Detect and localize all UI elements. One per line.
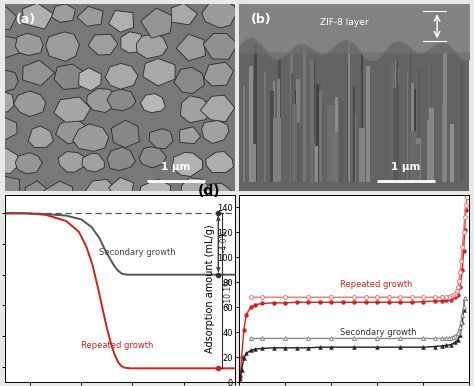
Bar [410, 43, 411, 182]
Bar [410, 130, 416, 182]
Text: Secondary growth: Secondary growth [340, 328, 417, 337]
Bar [327, 114, 330, 182]
Bar [292, 104, 297, 182]
Bar [314, 61, 315, 182]
Bar [310, 60, 314, 182]
Bar [460, 63, 463, 182]
Bar [452, 87, 453, 182]
Bar [254, 50, 255, 182]
Bar [398, 112, 400, 182]
Bar [303, 40, 306, 182]
Bar [399, 99, 401, 182]
Bar [340, 102, 343, 182]
Bar [418, 69, 420, 182]
Bar [347, 39, 350, 182]
Bar [363, 66, 365, 182]
Bar [277, 79, 280, 182]
Bar [443, 52, 447, 182]
Bar [366, 66, 370, 182]
Bar [319, 91, 323, 182]
Bar [291, 73, 295, 182]
Bar [347, 63, 350, 182]
Bar [335, 97, 337, 182]
Text: Secondary growth: Secondary growth [99, 248, 176, 257]
Bar [296, 79, 300, 182]
Bar [414, 89, 416, 182]
Bar [243, 86, 245, 182]
Bar [246, 50, 249, 182]
Bar [429, 108, 434, 182]
Bar [310, 146, 318, 182]
Bar [428, 65, 430, 182]
Bar [330, 83, 333, 182]
Bar [354, 114, 356, 182]
Text: (d): (d) [198, 184, 220, 198]
Bar [359, 129, 365, 182]
Bar [278, 42, 281, 182]
Bar [328, 105, 335, 182]
Y-axis label: Adsorption amount (mL/g): Adsorption amount (mL/g) [204, 224, 215, 353]
Bar [463, 40, 465, 182]
Bar [273, 81, 275, 182]
Bar [322, 94, 324, 182]
Text: Repeated growth: Repeated growth [82, 341, 154, 350]
Bar [332, 132, 338, 182]
Bar [252, 79, 255, 182]
Bar [450, 124, 454, 182]
Bar [291, 82, 293, 182]
Bar [361, 52, 364, 182]
Bar [427, 120, 431, 182]
Bar [293, 90, 297, 182]
Bar [396, 62, 398, 182]
Bar [310, 143, 315, 182]
Bar [254, 42, 257, 182]
Text: 1 μm: 1 μm [392, 163, 421, 173]
Bar [248, 66, 253, 182]
Bar [295, 123, 300, 182]
Bar [353, 87, 356, 182]
Bar [395, 60, 396, 182]
Bar [396, 68, 399, 182]
Bar [442, 103, 444, 182]
Text: ~10.1%: ~10.1% [223, 278, 232, 308]
Bar [415, 144, 420, 182]
Bar [348, 66, 350, 182]
Text: 1 μm: 1 μm [161, 163, 191, 173]
Text: (a): (a) [16, 13, 36, 26]
Text: ~4.0%: ~4.0% [219, 230, 228, 255]
Bar [392, 63, 395, 182]
Bar [271, 91, 273, 182]
Bar [413, 138, 421, 182]
Bar [273, 118, 281, 182]
Text: (b): (b) [251, 13, 272, 26]
Bar [251, 144, 256, 182]
Text: Repeated growth: Repeated growth [340, 280, 413, 289]
Bar [399, 85, 401, 182]
Bar [290, 42, 292, 182]
Bar [316, 84, 319, 182]
Bar [407, 71, 408, 182]
Bar [393, 88, 397, 182]
Bar [249, 94, 251, 182]
Bar [322, 75, 325, 182]
Text: ZIF-8 layer: ZIF-8 layer [320, 18, 368, 27]
Bar [411, 83, 414, 182]
Bar [264, 72, 265, 182]
